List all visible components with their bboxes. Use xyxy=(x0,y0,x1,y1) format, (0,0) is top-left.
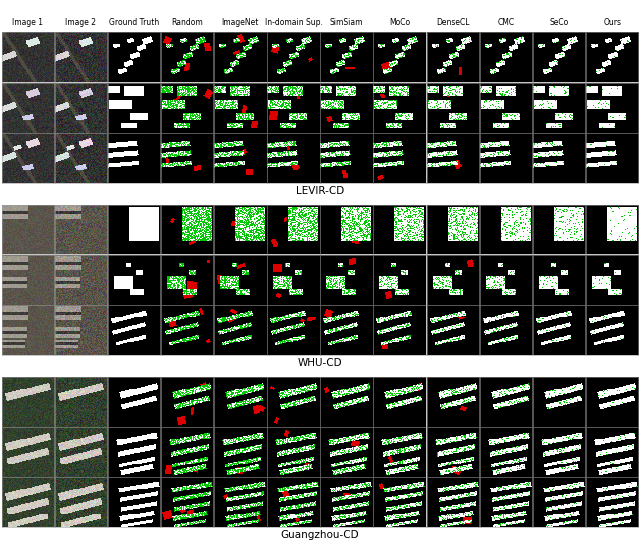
Text: LEVIR-CD: LEVIR-CD xyxy=(296,186,344,196)
Text: DenseCL: DenseCL xyxy=(436,18,470,28)
Text: Image 1: Image 1 xyxy=(12,18,44,28)
Text: Guangzhou-CD: Guangzhou-CD xyxy=(281,530,359,540)
Text: Ground Truth: Ground Truth xyxy=(109,18,159,28)
Text: SimSiam: SimSiam xyxy=(330,18,364,28)
Text: SeCo: SeCo xyxy=(549,18,569,28)
Text: Image 2: Image 2 xyxy=(65,18,97,28)
Text: In-domain Sup.: In-domain Sup. xyxy=(264,18,323,28)
Text: ImageNet: ImageNet xyxy=(221,18,259,28)
Text: WHU-CD: WHU-CD xyxy=(298,358,342,368)
Text: CMC: CMC xyxy=(497,18,515,28)
Text: Ours: Ours xyxy=(603,18,621,28)
Text: Random: Random xyxy=(172,18,203,28)
Text: MoCo: MoCo xyxy=(389,18,410,28)
